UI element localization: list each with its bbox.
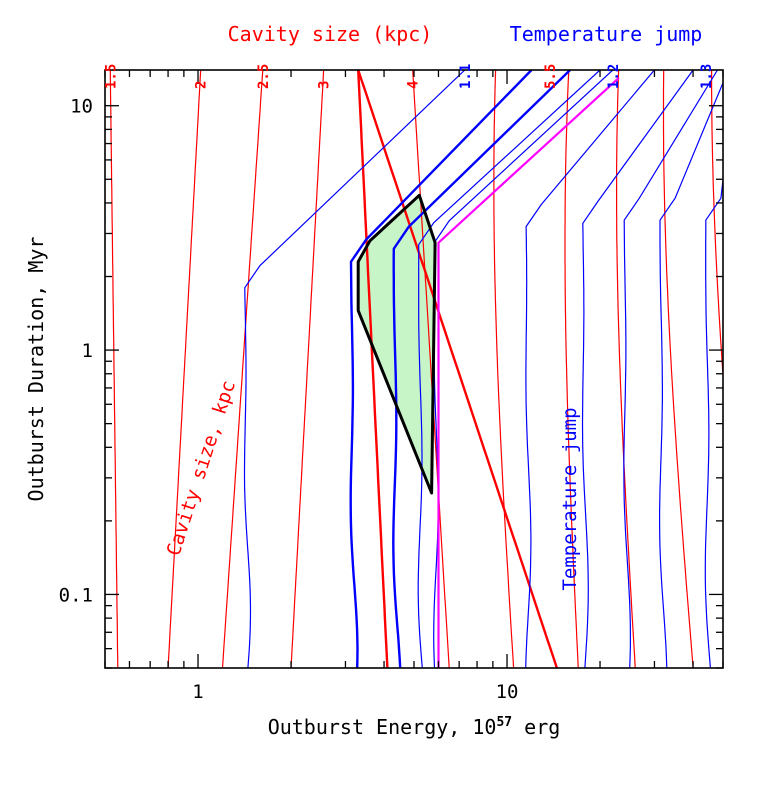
temperature-curve [392,70,571,668]
y-tick-label: 0.1 [59,584,93,606]
cavity-curve [290,70,325,668]
top-value-label: 1.5 [103,64,119,89]
cavity-curve [357,70,389,668]
y-tick-label: 1 [82,340,93,362]
allowed-region-outline [356,193,437,495]
cavity-curve [662,70,694,668]
cavity-size-annotation: Cavity size, kpc [163,378,240,559]
cavity-curve [221,70,264,668]
top-value-label: 1.3 [699,64,715,89]
curve-layer [109,70,723,668]
allowed-region-fill [358,195,436,494]
cavity-curve [412,70,450,668]
cavity-curve [564,70,579,668]
top-value-label: 4 [406,81,422,89]
temperature-curve [525,70,655,668]
top-value-label: 2.5 [256,64,272,89]
top-value-label: 1.1 [458,64,474,89]
cavity-curve [357,70,559,668]
x-tick-label: 1 [192,681,203,703]
temperature-curve [623,70,719,668]
temperature-jump-annotation: Temperature jump [559,407,581,590]
cavity-curve [109,70,119,668]
top-value-label: 1.2 [606,64,622,89]
label-layer: 1 10 0.1 1 10 Outburst Energy, 1057 erg Outbur… [24,22,715,739]
temperature-curve [433,70,614,668]
cavity-curve [616,70,636,668]
temperature-curve [417,70,601,668]
top-value-label: 5.5 [543,64,559,89]
magenta-curve [437,77,620,668]
top-value-label: 2 [194,81,210,89]
axes-layer [104,69,724,669]
top-value-label: 3 [317,81,333,89]
temperature-curve [659,81,723,668]
cavity-size-title: Cavity size (kpc) [228,22,433,46]
y-tick-label: 10 [70,96,93,118]
temperature-jump-title: Temperature jump [510,22,703,46]
x-axis-label: Outburst Energy, 1057 erg [268,715,561,739]
temperature-curve [349,70,533,668]
y-axis-label: Outburst Duration, Myr [24,237,48,502]
temperature-curve [243,70,466,668]
temperature-curve [581,70,694,668]
x-tick-label: 10 [496,681,519,703]
temperature-curve [704,174,723,668]
cavity-curve [493,70,515,668]
cavity-curve [167,70,202,668]
